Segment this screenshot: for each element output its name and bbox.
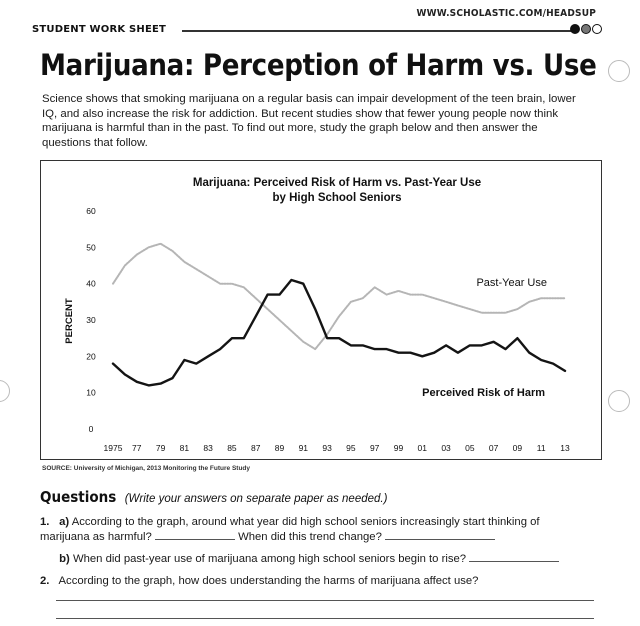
y-tick-label: 10: [86, 388, 96, 398]
question-2: 2. According to the graph, how does unde…: [40, 574, 580, 589]
x-tick-labels: 1975 77 79 81 83 85 87 89 91 93 95 97 99 01 03 05 07 09 11…: [104, 443, 570, 453]
header-rule: [182, 30, 572, 32]
x-tick-label: 03: [441, 443, 451, 453]
x-tick-label: 11: [537, 443, 546, 453]
intro-paragraph: Science shows that smoking marijuana on …: [42, 93, 576, 149]
header-dots: [570, 24, 602, 34]
x-tick-label: 05: [465, 443, 475, 453]
answer-blank[interactable]: [154, 538, 235, 540]
website-url: WWW.SCHOLASTIC.COM/HEADSUP: [416, 8, 596, 19]
x-tick-label: 83: [203, 443, 213, 453]
questions-heading-row: Questions (Write your answers on separat…: [40, 488, 387, 507]
chart-lines: [111, 242, 567, 387]
y-tick-label: 40: [86, 279, 96, 289]
chart-title: Marijuana: Perceived Risk of Harm vs. Pa…: [193, 177, 481, 189]
questions-heading: Questions: [40, 488, 117, 506]
filled-dot-icon: [570, 24, 580, 34]
empty-dot-icon: [592, 24, 602, 34]
answer-blank[interactable]: [469, 561, 560, 562]
x-tick-label: 09: [513, 443, 523, 453]
series-line-past-year-use: [112, 242, 566, 351]
question-sub-label: a): [59, 516, 70, 528]
series-label-risk: Perceived Risk of Harm: [422, 387, 545, 399]
x-tick-label: 77: [132, 443, 142, 453]
x-tick-label: 81: [180, 443, 190, 453]
half-dot-icon: [581, 24, 591, 34]
chart-subtitle: by High School Seniors: [272, 192, 401, 204]
x-tick-label: 91: [299, 443, 309, 453]
answer-line[interactable]: [56, 600, 594, 601]
question-followup: When did this trend change?: [238, 530, 382, 543]
y-tick-label: 30: [86, 315, 96, 325]
y-tick-labels: 0 10 20 30 40 50 60: [86, 206, 96, 434]
question-text: When did past-year use of marijuana amon…: [72, 553, 467, 565]
x-tick-label: 93: [322, 443, 332, 453]
punch-hole-icon: [608, 60, 630, 82]
punch-hole-icon: [608, 390, 630, 412]
y-tick-label: 0: [89, 424, 94, 434]
risk-vs-use-chart: Marijuana: Perceived Risk of Harm vs. Pa…: [64, 177, 570, 453]
x-tick-label: 99: [394, 443, 404, 453]
x-tick-label: 13: [560, 443, 570, 453]
y-tick-label: 50: [86, 242, 96, 252]
x-tick-label: 85: [227, 443, 237, 453]
answer-blank[interactable]: [385, 538, 496, 540]
y-tick-label: 60: [86, 206, 96, 216]
question-number: 2.: [40, 575, 50, 587]
x-tick-label: 79: [156, 443, 166, 453]
question-1a: 1. a) According to the graph, around wha…: [40, 515, 560, 544]
answer-line[interactable]: [56, 618, 594, 619]
question-text: According to the graph, around what year…: [40, 516, 540, 543]
question-1b: b) When did past-year use of marijuana a…: [40, 552, 600, 567]
source-note: SOURCE: University of Michigan, 2013 Mon…: [42, 465, 251, 472]
x-tick-label: 01: [418, 443, 428, 453]
chart-frame: Marijuana: Perceived Risk of Harm vs. Pa…: [40, 160, 602, 460]
question-text: According to the graph, how does underst…: [58, 575, 479, 587]
question-sub-label: b): [59, 553, 70, 565]
punch-hole-icon: [0, 380, 10, 402]
y-tick-label: 20: [86, 351, 96, 361]
series-line-perceived-risk: [111, 278, 567, 387]
y-axis-label: PERCENT: [64, 298, 75, 344]
series-label-use: Past-Year Use: [476, 277, 547, 289]
x-tick-label: 07: [489, 443, 499, 453]
x-tick-label: 89: [275, 443, 285, 453]
page-title: Marijuana: Perception of Harm vs. Use: [40, 48, 597, 82]
x-tick-label: 97: [370, 443, 380, 453]
sheet-label: STUDENT WORK SHEET: [32, 24, 167, 35]
questions-note: (Write your answers on separate paper as…: [124, 493, 388, 505]
x-tick-label: 1975: [104, 443, 123, 453]
x-tick-label: 95: [346, 443, 356, 453]
sheet-header: STUDENT WORK SHEET: [32, 24, 602, 40]
x-tick-label: 87: [251, 443, 261, 453]
question-number: 1.: [40, 516, 50, 528]
